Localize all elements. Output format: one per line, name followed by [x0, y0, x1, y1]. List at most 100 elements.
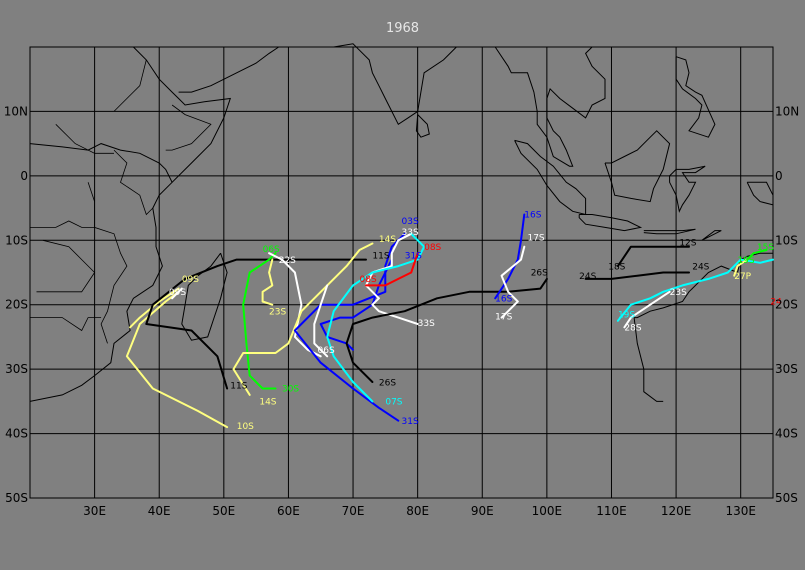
storm-label: 03S [402, 217, 419, 227]
coastline-burma-malaya [494, 46, 606, 167]
storm-track-08s [365, 252, 419, 287]
coastline-timor [701, 230, 722, 241]
storm-label: 11S [230, 381, 247, 391]
tick-label-layer: 30E 40E 50E 60E 70E 80E 90E 100E 110E 120E 130E 10N… [4, 104, 800, 518]
lat-tick-label-left: 30S [5, 362, 28, 376]
lat-tick-label-right: 40S [775, 427, 798, 441]
storm-label: 27P [734, 272, 751, 282]
storm-label: 11S [372, 251, 389, 261]
track-label-layer: 10S 09S 09S 11S 11S 06S 30S 22S 23S 14S 14S 03S 31S 3… [169, 211, 782, 432]
storm-label: 23S [670, 288, 687, 298]
coastline-layer [29, 43, 774, 402]
storm-track-16s [494, 213, 526, 300]
storm-label: 10S [237, 422, 254, 432]
storm-track-09s-w [171, 287, 183, 300]
coastline-australia [633, 317, 664, 402]
storm-track-27p [733, 258, 749, 277]
lat-tick-label-right: 10N [775, 104, 799, 118]
storm-label: 19S [618, 311, 635, 321]
storm-track-07s [326, 232, 426, 403]
storm-label: 26S [379, 378, 396, 388]
lon-tick-label: 120E [661, 504, 692, 518]
map-title: 1968 [385, 21, 420, 36]
coastline-sumatra [514, 139, 587, 216]
storm-track-06s-w [313, 284, 329, 358]
lon-tick-label: 80E [406, 504, 429, 518]
lat-tick-label-right: 50S [775, 491, 798, 505]
storm-track-31s-2 [319, 258, 393, 351]
storm-label: 33S [418, 319, 435, 329]
coastline-new-guinea [746, 181, 774, 206]
storm-label: 08S [360, 275, 377, 285]
storm-label: 18S [608, 262, 625, 272]
storm-track-14s [232, 242, 374, 396]
storm-track-09s [129, 287, 180, 329]
storm-label: 23S [269, 307, 286, 317]
lat-tick-label-left: 40S [5, 427, 28, 441]
country-border [165, 104, 212, 151]
storm-label: 24S [692, 262, 709, 272]
coastline-madagascar [181, 252, 228, 341]
coastline-sulawesi [669, 165, 706, 213]
coastline-flores [643, 228, 696, 235]
lat-tick-label-right: 10S [775, 233, 798, 247]
coastline-east-africa [29, 143, 173, 402]
storm-track-15s [746, 249, 768, 261]
coastline-nw-australia [634, 252, 773, 319]
storm-label: 24 [770, 298, 782, 308]
country-border [30, 317, 102, 332]
country-border [113, 59, 147, 112]
country-border [36, 239, 96, 293]
storm-label: 09S [169, 288, 186, 298]
country-border [87, 182, 128, 344]
storm-label: 26S [531, 269, 548, 279]
storm-track-12s [616, 245, 690, 268]
storm-label: 28S [624, 323, 641, 333]
lat-tick-label-right: 0 [775, 169, 783, 183]
border-layer [30, 59, 212, 344]
lat-tick-label-right: 20S [775, 298, 798, 312]
storm-label: 19S [737, 256, 754, 266]
storm-track-23s-c [616, 258, 774, 322]
lon-tick-label: 130E [725, 504, 756, 518]
storm-label: 33S [402, 228, 419, 238]
coastline-java [578, 214, 643, 232]
storm-label: 08S [424, 243, 441, 253]
storm-label: 24S [579, 272, 596, 282]
storm-label: 06S [318, 346, 335, 356]
country-border [30, 220, 95, 228]
storm-track-24s [584, 271, 690, 280]
storm-label: 14S [259, 398, 276, 408]
coastline-india [333, 43, 457, 126]
storm-label: 30S [282, 385, 299, 395]
lon-tick-label: 110E [596, 504, 627, 518]
storm-label: 12S [679, 238, 696, 248]
lon-tick-label: 90E [471, 504, 494, 518]
coastline-sri-lanka [415, 114, 430, 138]
lat-tick-label-left: 20S [5, 298, 28, 312]
storm-track-11s [145, 258, 367, 390]
coastline-philippines [675, 56, 716, 138]
coastline-horn-of-africa [133, 46, 232, 183]
lat-tick-label-left: 0 [20, 169, 28, 183]
lon-tick-label: 40E [148, 504, 171, 518]
lon-tick-label: 50E [212, 504, 235, 518]
lat-tick-label-left: 10N [4, 104, 28, 118]
storm-label: 17S [527, 233, 544, 243]
storm-label: 22S [279, 256, 296, 266]
lon-tick-label: 60E [277, 504, 300, 518]
storm-track-23s [261, 258, 274, 306]
country-border [113, 149, 154, 216]
storm-track-06s [242, 252, 277, 390]
storm-track-23s-w [623, 290, 671, 329]
coastline-borneo [604, 130, 671, 203]
lon-tick-label: 30E [83, 504, 106, 518]
lat-tick-label-left: 50S [5, 491, 28, 505]
lon-tick-label: 100E [532, 504, 563, 518]
storm-label: 14S [379, 235, 396, 245]
storm-label: 31S [402, 417, 419, 427]
storm-label: 16S [524, 211, 541, 221]
lat-tick-label-left: 10S [5, 233, 28, 247]
